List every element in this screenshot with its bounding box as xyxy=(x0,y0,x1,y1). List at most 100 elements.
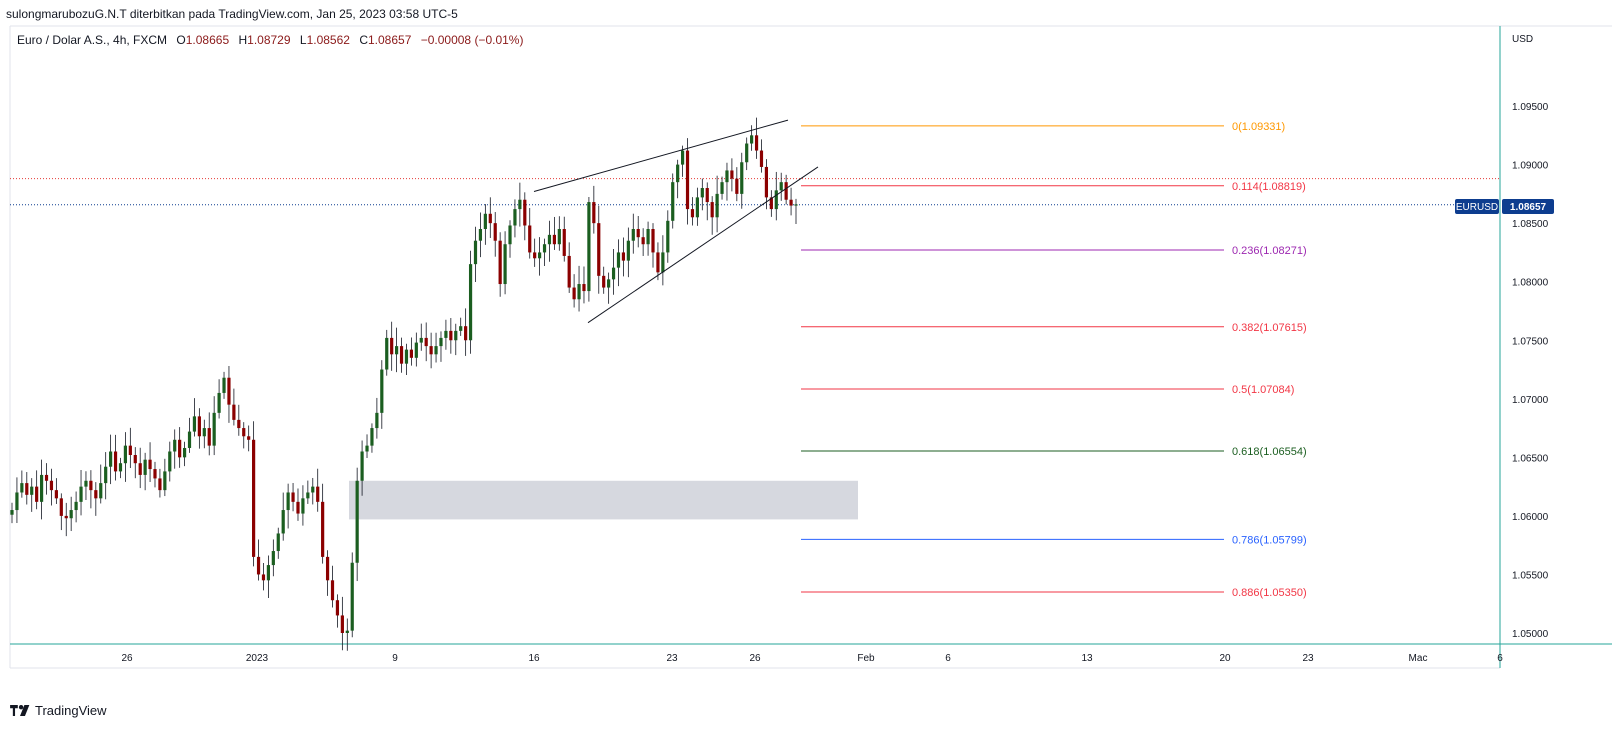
candle-up xyxy=(513,209,517,226)
candle-up xyxy=(301,498,305,514)
candle-up xyxy=(607,279,611,288)
tradingview-logo[interactable]: TradingView xyxy=(10,703,107,718)
time-tick-label: 16 xyxy=(528,653,540,664)
candle-down xyxy=(197,416,201,437)
candle-down xyxy=(730,170,734,179)
candle-down xyxy=(656,252,660,273)
candle-down xyxy=(735,178,739,194)
candle-up xyxy=(518,199,522,210)
time-tick-label: 13 xyxy=(1081,653,1093,664)
candle-down xyxy=(582,284,586,292)
time-tick-label: 20 xyxy=(1219,653,1231,664)
candle-down xyxy=(242,428,246,437)
candle-down xyxy=(54,490,58,499)
candle-down xyxy=(464,326,468,341)
candle-down xyxy=(429,346,433,355)
candle-down xyxy=(237,419,241,429)
candle-up xyxy=(454,330,458,341)
time-tick-label: 2023 xyxy=(246,653,269,664)
candle-up xyxy=(286,492,290,511)
candle-up xyxy=(380,369,384,413)
tradingview-logo-text: TradingView xyxy=(35,703,107,718)
candle-down xyxy=(621,252,626,261)
candle-up xyxy=(577,284,581,300)
candle-up xyxy=(459,326,463,331)
candle-up xyxy=(444,330,448,338)
candle-down xyxy=(321,501,325,557)
candle-down xyxy=(44,474,49,481)
candle-up xyxy=(15,492,19,511)
candle-up xyxy=(118,463,123,472)
candle-up xyxy=(217,392,221,413)
candle-up xyxy=(542,244,547,253)
candle-up xyxy=(616,252,621,268)
candle-up xyxy=(281,510,285,534)
candle-down xyxy=(296,501,300,514)
candle-up xyxy=(676,164,680,183)
candle-down xyxy=(449,330,453,341)
candle-down xyxy=(399,346,404,364)
candle-up xyxy=(202,428,206,437)
price-tick-label: 1.05500 xyxy=(1512,570,1549,581)
candle-up xyxy=(646,229,650,245)
high-value: 1.08729 xyxy=(247,33,291,47)
fib-level-label: 0.5(1.07084) xyxy=(1232,384,1294,396)
candle-up xyxy=(439,337,443,347)
candle-down xyxy=(641,237,645,245)
candle-up xyxy=(395,346,399,355)
candle-down xyxy=(488,213,492,224)
candle-down xyxy=(94,490,98,499)
candle-up xyxy=(695,197,699,218)
candle-up xyxy=(271,551,275,566)
candle-up xyxy=(360,451,364,481)
candle-up xyxy=(39,474,44,502)
candle-down xyxy=(335,600,340,616)
candle-down xyxy=(533,252,537,259)
candle-up xyxy=(508,225,512,245)
candle-down xyxy=(592,202,596,224)
candle-up xyxy=(168,451,172,472)
price-tick-label: 1.07000 xyxy=(1512,395,1549,406)
price-tick-label: 1.08000 xyxy=(1512,278,1549,289)
fib-level-label: 0.382(1.07615) xyxy=(1232,322,1307,334)
candle-down xyxy=(138,463,142,475)
candle-up xyxy=(74,501,78,511)
candle-down xyxy=(690,209,695,218)
candle-down xyxy=(651,229,655,253)
candle-up xyxy=(276,533,280,552)
close-value: 1.08657 xyxy=(368,33,412,47)
candle-up xyxy=(109,451,113,467)
candle-up xyxy=(365,445,369,452)
publish-header: sulongmarubozuG.N.T diterbitkan pada Tra… xyxy=(6,7,458,21)
time-tick-label: 23 xyxy=(666,653,678,664)
candle-up xyxy=(503,244,507,285)
candle-up xyxy=(69,510,73,519)
candle-down xyxy=(602,275,606,288)
candle-down xyxy=(340,615,344,633)
candle-down xyxy=(158,478,162,491)
fib-level-label: 0.618(1.06554) xyxy=(1232,446,1307,458)
candle-down xyxy=(153,469,157,479)
candle-up xyxy=(182,447,187,458)
candle-down xyxy=(710,202,714,218)
legend-row: Euro / Dolar A.S., 4h, FXCM O1.08665 H1.… xyxy=(17,33,523,47)
candle-down xyxy=(572,287,576,300)
price-tick-label: 1.07500 xyxy=(1512,336,1549,347)
candle-down xyxy=(764,166,769,198)
candle-up xyxy=(720,182,724,194)
time-tick-label: Mac xyxy=(1409,653,1428,664)
fib-level-label: 0.114(1.08819) xyxy=(1232,181,1306,193)
candle-down xyxy=(256,556,261,575)
wedge-lower-trendline xyxy=(587,166,819,324)
candle-up xyxy=(557,229,561,245)
candle-down xyxy=(685,150,690,210)
time-tick-label: 9 xyxy=(392,653,398,664)
candle-up xyxy=(375,412,379,429)
candle-down xyxy=(523,199,527,226)
candle-down xyxy=(789,199,793,206)
candle-down xyxy=(498,240,502,285)
candle-up xyxy=(79,486,83,502)
candle-down xyxy=(705,188,709,203)
demand-zone-rect xyxy=(349,480,858,520)
